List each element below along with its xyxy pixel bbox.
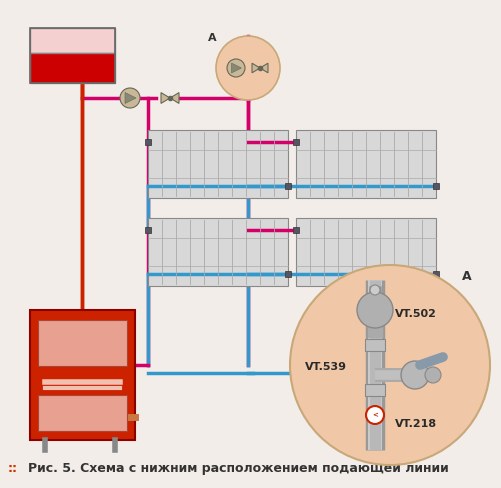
Bar bbox=[30, 310, 135, 440]
Bar bbox=[30, 28, 115, 83]
Bar bbox=[30, 28, 115, 53]
Text: Рис. 5. Схема с нижним расположением подающей линии: Рис. 5. Схема с нижним расположением под… bbox=[28, 462, 448, 475]
Bar bbox=[145, 227, 151, 233]
Bar bbox=[364, 384, 384, 396]
Text: A: A bbox=[207, 33, 216, 43]
Circle shape bbox=[365, 406, 383, 424]
Polygon shape bbox=[231, 63, 241, 73]
Bar bbox=[364, 339, 384, 351]
Bar bbox=[38, 320, 127, 366]
Bar bbox=[148, 218, 288, 286]
Bar bbox=[293, 227, 299, 233]
Circle shape bbox=[226, 59, 244, 77]
Bar bbox=[293, 139, 299, 145]
Bar bbox=[285, 183, 291, 189]
Text: <: < bbox=[371, 412, 377, 418]
Circle shape bbox=[215, 36, 280, 100]
Polygon shape bbox=[161, 93, 170, 103]
Bar bbox=[432, 183, 438, 189]
Circle shape bbox=[369, 285, 379, 295]
Text: VT.502: VT.502 bbox=[394, 309, 436, 319]
Bar bbox=[296, 218, 435, 286]
Circle shape bbox=[400, 361, 428, 389]
Polygon shape bbox=[260, 63, 268, 73]
Bar bbox=[432, 271, 438, 277]
Text: VT.539: VT.539 bbox=[305, 362, 346, 372]
Circle shape bbox=[424, 367, 440, 383]
Bar bbox=[30, 53, 115, 83]
Bar bbox=[285, 271, 291, 277]
Bar bbox=[296, 130, 435, 198]
Bar bbox=[38, 394, 127, 431]
Text: A: A bbox=[461, 270, 470, 283]
Polygon shape bbox=[252, 63, 260, 73]
Bar bbox=[148, 130, 288, 198]
Polygon shape bbox=[125, 93, 136, 103]
Circle shape bbox=[356, 292, 392, 328]
Circle shape bbox=[290, 265, 489, 465]
Circle shape bbox=[120, 88, 140, 108]
Text: ::: :: bbox=[8, 462, 18, 475]
Bar bbox=[145, 139, 151, 145]
Polygon shape bbox=[170, 93, 179, 103]
Text: VT.218: VT.218 bbox=[394, 419, 436, 429]
